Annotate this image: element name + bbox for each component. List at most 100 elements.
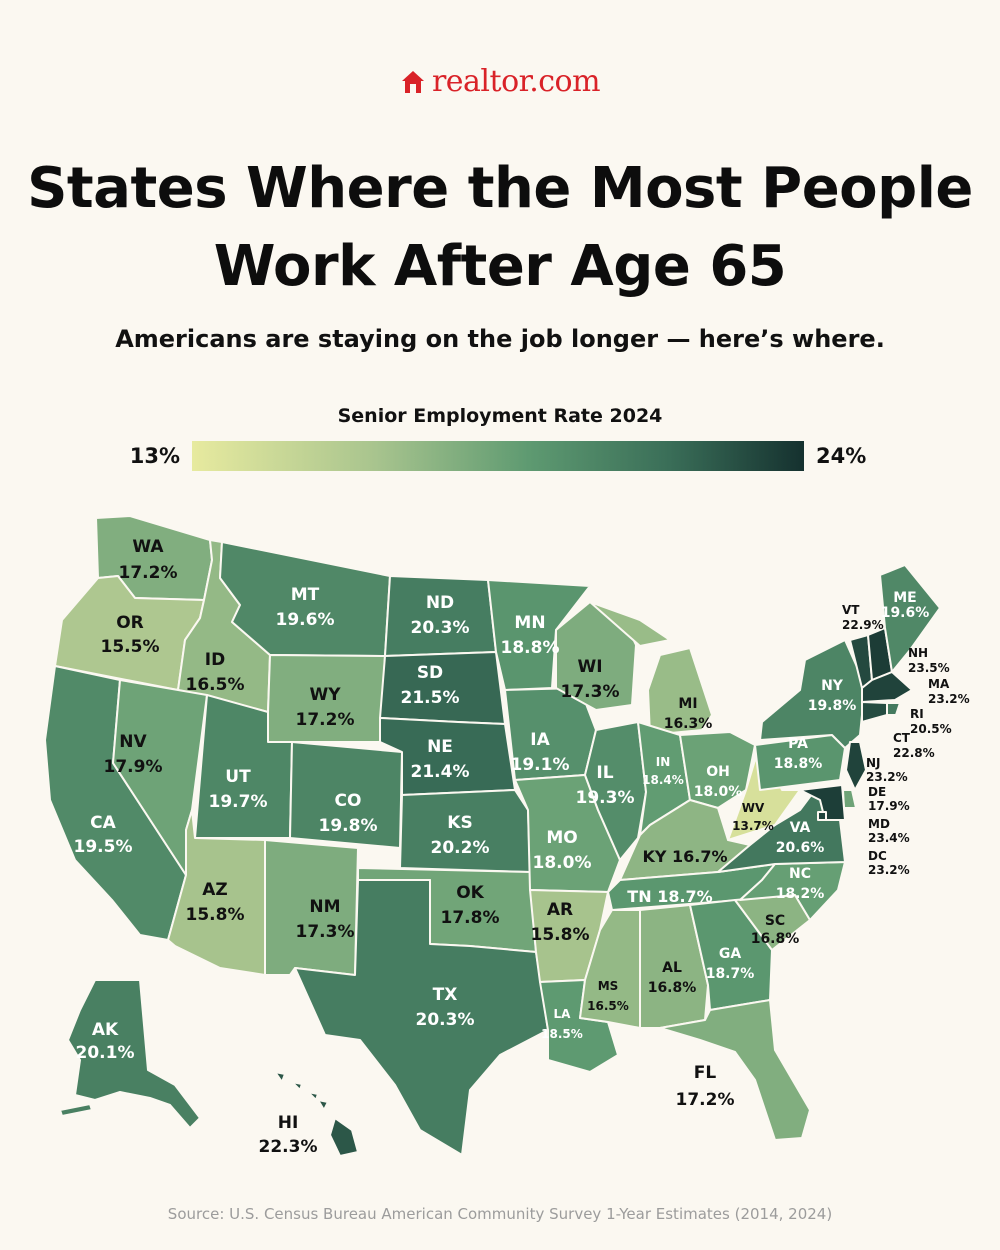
state-value-sc: 16.8%: [751, 931, 800, 947]
state-abbr-ny: NY: [821, 678, 844, 694]
state-abbr-hi: HI: [278, 1113, 299, 1133]
state-value-dc: 23.2%: [868, 863, 910, 877]
state-abbr-nc: NC: [789, 866, 811, 882]
state-value-ky: 16.7%: [672, 847, 728, 866]
state-value-oh: 18.0%: [694, 784, 743, 800]
state-value-la: 18.5%: [541, 1027, 583, 1041]
state-value-de: 17.9%: [868, 799, 910, 813]
legend-max-label: 24%: [816, 444, 867, 468]
state-abbr-tx: TX: [433, 985, 458, 1005]
state-value-ri: 20.5%: [910, 722, 952, 736]
state-value-or: 15.5%: [101, 637, 160, 657]
state-nd: [384, 575, 497, 657]
state-value-ia: 19.1%: [511, 755, 570, 775]
state-fl: [659, 999, 811, 1141]
state-abbr-or: OR: [116, 613, 144, 633]
state-abbr-wy: WY: [309, 685, 341, 705]
state-abbr-nh: NH: [908, 646, 928, 660]
brand-name: realtor.com: [431, 64, 601, 99]
state-abbr-wa: WA: [132, 537, 164, 557]
state-nj: [845, 741, 867, 791]
state-value-vt: 22.9%: [842, 618, 884, 632]
state-value-nm: 17.3%: [296, 922, 355, 942]
state-value-ut: 19.7%: [209, 792, 268, 812]
state-value-me: 19.6%: [881, 605, 930, 621]
state-abbr-ct: CT: [893, 731, 911, 745]
state-abbr-pa: PA: [788, 736, 808, 752]
state-value-nh: 23.5%: [908, 661, 950, 675]
state-abbr-ma: MA: [928, 677, 950, 691]
state-abbr-in: IN: [656, 755, 671, 769]
state-value-sd: 21.5%: [401, 688, 460, 708]
legend-gradient-bar: [192, 441, 804, 471]
state-abbr-la: LA: [554, 1007, 572, 1021]
state-abbr-wv: WV: [742, 801, 765, 815]
state-abbr-nm: NM: [309, 897, 340, 917]
state-abbr-ia: IA: [530, 730, 550, 750]
state-abbr-az: AZ: [202, 880, 227, 900]
state-ri: [886, 702, 901, 716]
state-value-fl: 17.2%: [676, 1090, 735, 1110]
state-hi: [274, 1071, 359, 1157]
state-value-ak: 20.1%: [76, 1043, 135, 1063]
state-abbr-va: VA: [790, 820, 811, 836]
state-value-ny: 19.8%: [808, 698, 857, 714]
state-value-md: 23.4%: [868, 831, 910, 845]
state-abbr-al: AL: [662, 960, 682, 976]
state-ny: [759, 639, 866, 749]
house-icon: [401, 70, 424, 93]
state-value-nj: 23.2%: [866, 770, 908, 784]
state-abbr-oh: OH: [706, 764, 730, 780]
page-subtitle: Americans are staying on the job longer …: [115, 325, 885, 353]
state-wy: [267, 654, 386, 743]
state-abbr-de: DE: [868, 785, 886, 799]
state-abbr-sd: SD: [417, 663, 443, 683]
state-value-ne: 21.4%: [411, 762, 470, 782]
state-abbr-ga: GA: [719, 946, 741, 962]
state-abbr-sc: SC: [765, 913, 785, 929]
state-abbr-nd: ND: [426, 593, 454, 613]
legend-title: Senior Employment Rate 2024: [337, 405, 663, 427]
state-abbr-ms: MS: [598, 979, 619, 993]
source-note: Source: U.S. Census Bureau American Comm…: [167, 1205, 833, 1223]
state-abbr-il: IL: [596, 763, 613, 783]
state-nc: [739, 861, 846, 921]
state-value-co: 19.8%: [319, 816, 378, 836]
state-abbr-nv: NV: [119, 732, 147, 752]
state-de: [842, 789, 857, 809]
state-abbr-ut: UT: [225, 767, 251, 787]
state-abbr-vt: VT: [842, 603, 860, 617]
state-value-mn: 18.8%: [501, 638, 560, 658]
state-abbr-id: ID: [205, 650, 225, 670]
state-abbr-ak: AK: [92, 1020, 119, 1040]
state-value-pa: 18.8%: [774, 756, 823, 772]
state-abbr-ar: AR: [547, 900, 573, 920]
state-abbr-tn: TN: [627, 887, 651, 906]
state-abbr-fl: FL: [694, 1063, 717, 1083]
state-value-mo: 18.0%: [533, 853, 592, 873]
state-value-ms: 16.5%: [587, 999, 629, 1013]
state-value-il: 19.3%: [576, 788, 635, 808]
state-value-ok: 17.8%: [441, 908, 500, 928]
state-ak: [59, 979, 201, 1129]
state-abbr-md: MD: [868, 817, 890, 831]
state-mi: [589, 601, 713, 736]
state-value-ca: 19.5%: [74, 837, 133, 857]
state-value-ks: 20.2%: [431, 838, 490, 858]
state-value-in: 18.4%: [642, 773, 684, 787]
state-value-id: 16.5%: [186, 675, 245, 695]
state-abbr-nj: NJ: [866, 756, 881, 770]
state-abbr-mo: MO: [546, 828, 577, 848]
state-value-mi: 16.3%: [664, 716, 713, 732]
state-value-va: 20.6%: [776, 840, 825, 856]
state-value-wv: 13.7%: [732, 819, 774, 833]
state-value-al: 16.8%: [648, 980, 697, 996]
state-dc: [817, 811, 827, 821]
state-abbr-mn: MN: [514, 613, 545, 633]
state-label-tn: TN 18.7%: [627, 887, 712, 906]
state-ct: [861, 701, 888, 723]
state-abbr-mi: MI: [678, 696, 697, 712]
state-value-hi: 22.3%: [259, 1137, 318, 1157]
state-abbr-ks: KS: [447, 813, 472, 833]
